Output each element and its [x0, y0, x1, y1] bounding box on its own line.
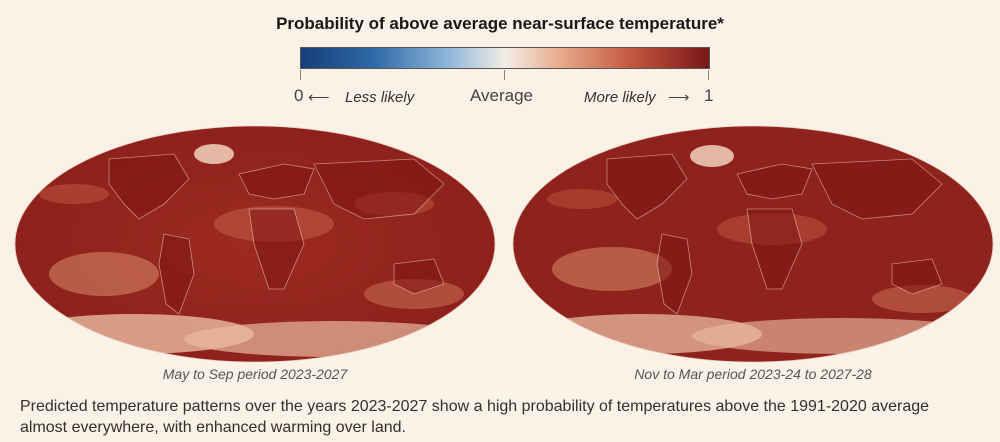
legend-min-label: 0 [294, 86, 304, 105]
legend-mid-label: Average [470, 86, 534, 105]
color-scale-bar [300, 47, 710, 69]
legend-max-label: 1 [704, 86, 714, 105]
legend-more-label: More likely [584, 89, 656, 106]
right-arrow-icon: ⟶ [668, 89, 690, 106]
legend-tick-min [300, 70, 301, 80]
legend-tick-mid [504, 70, 505, 80]
legend-less-label: Less likely [345, 89, 415, 106]
chart-title: Probability of above average near-surfac… [276, 14, 724, 33]
map-caption-nov-mar: Nov to Mar period 2023-24 to 2027-28 [634, 366, 872, 382]
map-may-sep [14, 125, 496, 363]
legend-tick-max [708, 70, 709, 80]
description-text: Predicted temperature patterns over the … [20, 398, 930, 436]
left-arrow-icon: ⟵ [308, 89, 330, 106]
map-caption-may-sep: May to Sep period 2023-2027 [162, 366, 348, 382]
map-nov-mar [512, 125, 994, 363]
